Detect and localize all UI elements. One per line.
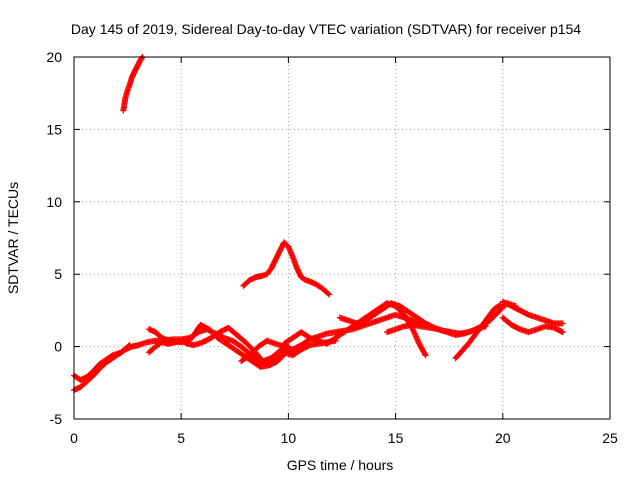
- series-arc-rising: [120, 54, 146, 114]
- series-arc-j: [499, 298, 566, 327]
- y-tick-label: 0: [54, 339, 62, 355]
- y-tick-label: 15: [46, 121, 62, 137]
- grid-lines: [74, 57, 610, 419]
- series-arc-k: [499, 314, 566, 336]
- x-tick-labels: 0 5 10 15 20 25: [70, 430, 618, 446]
- x-tick-label: 20: [495, 430, 511, 446]
- axis-ticks: [73, 56, 611, 420]
- x-tick-label: 15: [388, 430, 404, 446]
- y-tick-label: 5: [54, 266, 62, 282]
- x-tick-label: 0: [70, 430, 78, 446]
- series-arc-i: [452, 301, 504, 362]
- data-series: [71, 54, 566, 394]
- series-markers: [120, 54, 146, 114]
- series-arc-peak: [240, 239, 333, 298]
- series-markers: [452, 301, 504, 362]
- x-axis-label: GPS time / hours: [287, 457, 394, 473]
- series-arc-e: [238, 311, 425, 365]
- x-tick-label: 5: [177, 430, 185, 446]
- series-arc-b: [71, 342, 133, 383]
- y-tick-labels: -5 0 5 10 15 20: [46, 49, 62, 427]
- y-tick-label: 10: [46, 194, 62, 210]
- series-markers: [499, 298, 566, 327]
- y-tick-label: 20: [46, 49, 62, 65]
- chart-title: Day 145 of 2019, Sidereal Day-to-day VTE…: [71, 21, 581, 37]
- series-markers: [238, 311, 425, 365]
- x-tick-label: 25: [602, 430, 618, 446]
- plot-frame: [73, 56, 611, 420]
- series-markers: [240, 239, 333, 298]
- y-tick-label: -5: [50, 411, 63, 427]
- series-markers: [499, 314, 566, 336]
- series-markers: [71, 342, 133, 383]
- y-axis-label: SDTVAR / TECUs: [5, 182, 21, 294]
- x-tick-label: 10: [281, 430, 297, 446]
